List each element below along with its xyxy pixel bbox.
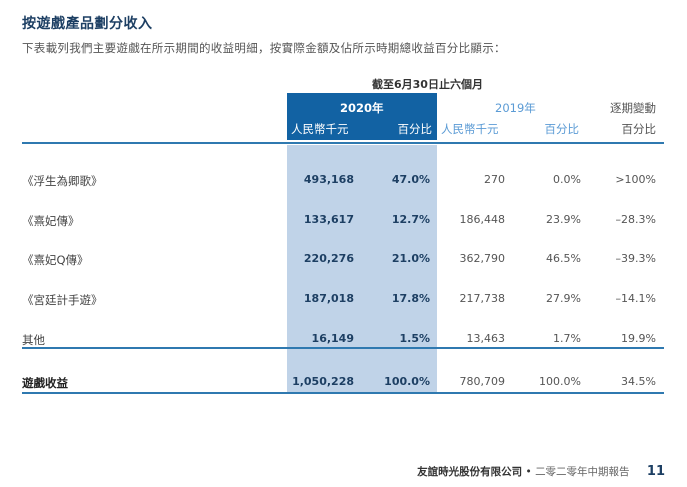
- cell-rmb-2019: 270: [484, 173, 505, 186]
- period-prefix: 截至: [372, 78, 394, 91]
- section-title: 按遊戲產品劃分收入: [22, 16, 153, 32]
- cell-pct-2020-total: 100.0%: [384, 375, 430, 388]
- cell-pct-2019: 23.9%: [546, 213, 581, 226]
- col-header-rmb-2020: 人民幣千元: [291, 122, 349, 136]
- cell-rmb-2019: 362,790: [459, 252, 506, 265]
- header-rule: [22, 142, 664, 144]
- cell-rmb-2020: 220,276: [303, 252, 354, 265]
- cell-rmb-2020: 493,168: [303, 173, 354, 186]
- cell-pct-2020: 21.0%: [391, 252, 430, 265]
- section-description: 下表載列我們主要遊戲在所示期間的收益明細，按實際金額及佔所示時期總收益百分比顯示…: [22, 41, 506, 55]
- row-label: 其他: [22, 333, 45, 347]
- highlight-column-2020: [287, 145, 437, 393]
- cell-rmb-2019: 186,448: [459, 213, 506, 226]
- row-label: 《熹妃Q傳》: [22, 253, 89, 267]
- cell-change: –14.1%: [615, 292, 656, 305]
- page-number: 11: [646, 464, 665, 479]
- col-header-change: 逐期變動: [610, 101, 656, 115]
- cell-rmb-2020: 133,617: [303, 213, 354, 226]
- cell-rmb-2020-total: 1,050,228: [292, 375, 354, 388]
- col-header-pct-change: 百分比: [621, 122, 657, 136]
- cell-pct-2019: 1.7%: [553, 332, 581, 345]
- col-header-pct-2020: 百分比: [397, 122, 433, 136]
- cell-change: –39.3%: [615, 252, 656, 265]
- col-header-pct-2019: 百分比: [544, 122, 580, 136]
- company-name: 友誼時光股份有限公司: [417, 466, 523, 478]
- col-header-2019: 2019年: [495, 101, 536, 115]
- cell-change-total: 34.5%: [621, 375, 656, 388]
- col-header-2020: 2020年: [340, 101, 384, 115]
- row-label: 《宮廷計手遊》: [22, 293, 103, 307]
- cell-pct-2019: 27.9%: [546, 292, 581, 305]
- cell-pct-2020: 1.5%: [399, 332, 430, 345]
- period-date: 6月30: [394, 78, 428, 91]
- subtotal-rule: [22, 347, 664, 349]
- page-footer: 友誼時光股份有限公司 • 二零二零年中期報告 11: [417, 464, 665, 479]
- cell-rmb-2019-total: 780,709: [459, 375, 506, 388]
- cell-pct-2020: 47.0%: [391, 173, 430, 186]
- cell-rmb-2019: 13,463: [466, 332, 506, 345]
- cell-pct-2019: 46.5%: [546, 252, 581, 265]
- row-label: 《熹妃傳》: [22, 214, 80, 228]
- report-name: 二零二零年中期報告: [535, 466, 630, 478]
- footer-separator: •: [525, 466, 532, 478]
- cell-rmb-2020: 16,149: [311, 332, 354, 345]
- cell-change: –28.3%: [615, 213, 656, 226]
- highlight-header-2020: [287, 93, 437, 140]
- period-suffix: 日止六個月: [427, 78, 483, 91]
- col-header-rmb-2019: 人民幣千元: [441, 122, 499, 136]
- cell-pct-2020: 12.7%: [391, 213, 430, 226]
- cell-pct-2019-total: 100.0%: [539, 375, 581, 388]
- cell-rmb-2019: 217,738: [459, 292, 506, 305]
- cell-change: >100%: [615, 173, 656, 186]
- cell-change: 19.9%: [621, 332, 656, 345]
- cell-rmb-2020: 187,018: [303, 292, 354, 305]
- row-label-total: 遊戲收益: [22, 376, 68, 390]
- cell-pct-2019: 0.0%: [553, 173, 581, 186]
- cell-pct-2020: 17.8%: [391, 292, 430, 305]
- row-label: 《浮生為卿歌》: [22, 174, 103, 188]
- total-rule: [22, 392, 664, 394]
